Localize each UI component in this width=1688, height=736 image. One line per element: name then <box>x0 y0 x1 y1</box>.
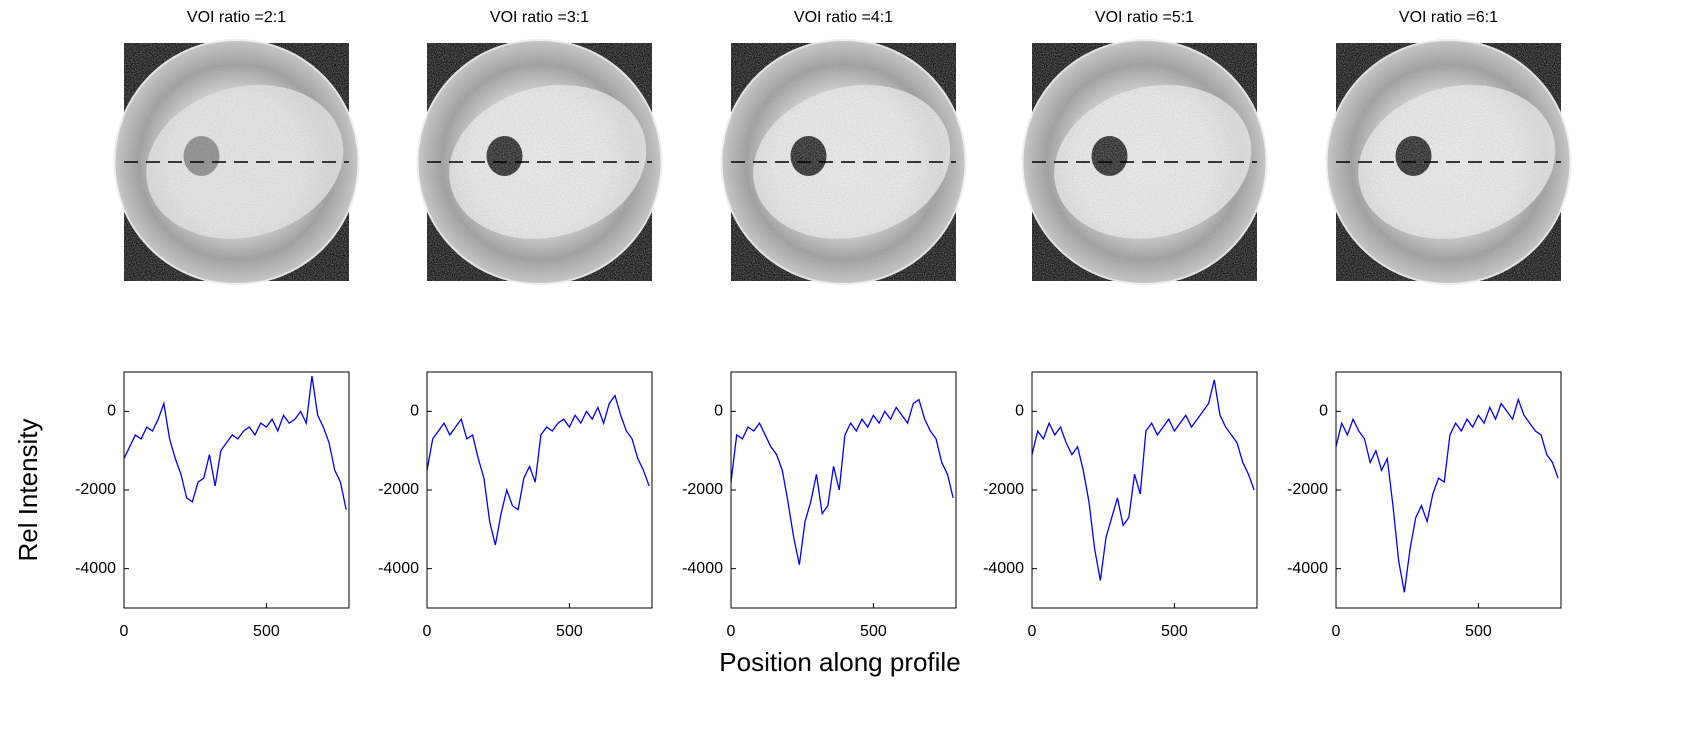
ct-image <box>1325 39 1572 285</box>
panel-title: VOI ratio =6:1 <box>1399 9 1498 26</box>
y-tick-label: 0 <box>1015 403 1024 420</box>
ct-image <box>720 39 967 285</box>
y-tick-label: -4000 <box>983 560 1024 577</box>
y-tick-label: -2000 <box>75 481 116 498</box>
x-tick-label: 0 <box>1332 623 1341 640</box>
x-tick-label: 500 <box>556 623 583 640</box>
profile-line <box>1031 379 1255 581</box>
profile-line <box>426 394 650 546</box>
y-tick-label: -2000 <box>378 481 419 498</box>
ct-image <box>1021 39 1268 285</box>
y-tick-label: -4000 <box>378 560 419 577</box>
y-tick-label: -2000 <box>682 481 723 498</box>
panel-title: VOI ratio =4:1 <box>794 9 893 26</box>
y-tick-label: -4000 <box>682 560 723 577</box>
profile-line <box>730 398 954 565</box>
y-tick-label: -4000 <box>1287 560 1328 577</box>
panel-title: VOI ratio =3:1 <box>490 9 589 26</box>
x-tick-label: 0 <box>1028 623 1037 640</box>
x-tick-label: 0 <box>423 623 432 640</box>
plot-frame <box>1335 371 1562 609</box>
plot-frame <box>730 371 957 609</box>
ct-image <box>416 39 663 285</box>
x-tick-label: 0 <box>727 623 736 640</box>
x-tick-label: 500 <box>253 623 280 640</box>
plot-frame <box>1031 371 1258 609</box>
x-tick-label: 500 <box>860 623 887 640</box>
x-tick-label: 0 <box>120 623 129 640</box>
plot-frame <box>123 371 350 609</box>
y-tick-label: -4000 <box>75 560 116 577</box>
x-axis-label: Position along profile <box>719 647 960 677</box>
y-tick-label: 0 <box>410 403 419 420</box>
y-axis-label: Rel Intensity <box>13 418 43 561</box>
x-tick-label: 500 <box>1465 623 1492 640</box>
profile-line <box>123 375 347 510</box>
panel-title: VOI ratio =2:1 <box>187 9 286 26</box>
y-tick-label: 0 <box>714 403 723 420</box>
x-tick-label: 500 <box>1161 623 1188 640</box>
y-tick-label: 0 <box>1319 403 1328 420</box>
panel-title: VOI ratio =5:1 <box>1095 9 1194 26</box>
y-tick-label: -2000 <box>1287 481 1328 498</box>
y-tick-label: 0 <box>107 403 116 420</box>
y-tick-label: -2000 <box>983 481 1024 498</box>
profile-line <box>1335 397 1559 593</box>
ct-image <box>113 39 360 285</box>
